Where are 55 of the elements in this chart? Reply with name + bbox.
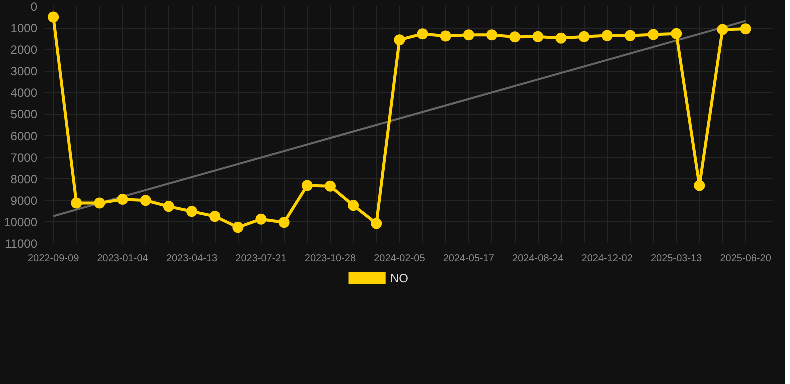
point: [186, 206, 198, 218]
x-tick-label: 2024-08-24: [512, 254, 564, 264]
y-tick-label: 4000: [10, 86, 38, 100]
point: [694, 180, 706, 192]
x-tick-label: 2024-05-17: [443, 254, 495, 264]
y-tick-label: 1000: [10, 22, 38, 36]
point: [117, 194, 128, 206]
x-tick-label: 2023-04-13: [166, 254, 218, 264]
y-tick-label: 3000: [10, 64, 38, 79]
point: [324, 180, 336, 192]
point: [578, 31, 590, 42]
x-tick-label: 2023-01-04: [97, 254, 149, 264]
point: [624, 30, 636, 42]
point: [532, 31, 544, 42]
y-tick-label: 11000: [5, 237, 38, 251]
point: [256, 214, 267, 225]
y-tick-label: 7000: [10, 150, 38, 165]
y-tick-label: 2000: [10, 43, 38, 58]
point: [278, 217, 290, 228]
point: [717, 24, 728, 36]
y-tick-label: 5000: [10, 108, 38, 122]
point: [602, 30, 613, 42]
y-tick-label: 10000: [4, 215, 38, 230]
point: [463, 30, 474, 41]
point: [94, 198, 106, 209]
point: [556, 32, 567, 44]
x-tick-label: 2025-03-13: [651, 254, 703, 264]
point: [348, 200, 360, 212]
x-tick-label: 2024-02-05: [374, 254, 426, 264]
point: [140, 195, 152, 206]
point: [440, 30, 452, 42]
point: [71, 198, 82, 209]
y-tick-label: 6000: [10, 129, 38, 144]
x-tick-label: 2022-09-09: [28, 254, 80, 264]
point: [210, 211, 221, 222]
point: [417, 28, 428, 40]
y-tick-label: 8000: [10, 172, 38, 186]
x-tick-label: 2025-06-20: [720, 254, 772, 264]
point: [302, 180, 313, 192]
point: [486, 30, 498, 41]
x-tick-label: 2024-12-02: [582, 254, 634, 264]
point: [163, 201, 174, 212]
x-tick-label: 2023-07-21: [236, 254, 288, 264]
point: [648, 29, 660, 40]
point: [740, 24, 752, 35]
y-tick-label: 9000: [10, 194, 38, 208]
point: [48, 12, 60, 23]
y-tick-label: 0: [30, 0, 38, 14]
point: [394, 34, 406, 46]
legend-label: NO: [390, 272, 408, 286]
point: [371, 218, 382, 230]
x-tick-label: 2023-10-28: [304, 254, 356, 264]
point: [671, 28, 682, 40]
point: [510, 32, 521, 43]
point: [232, 222, 244, 234]
